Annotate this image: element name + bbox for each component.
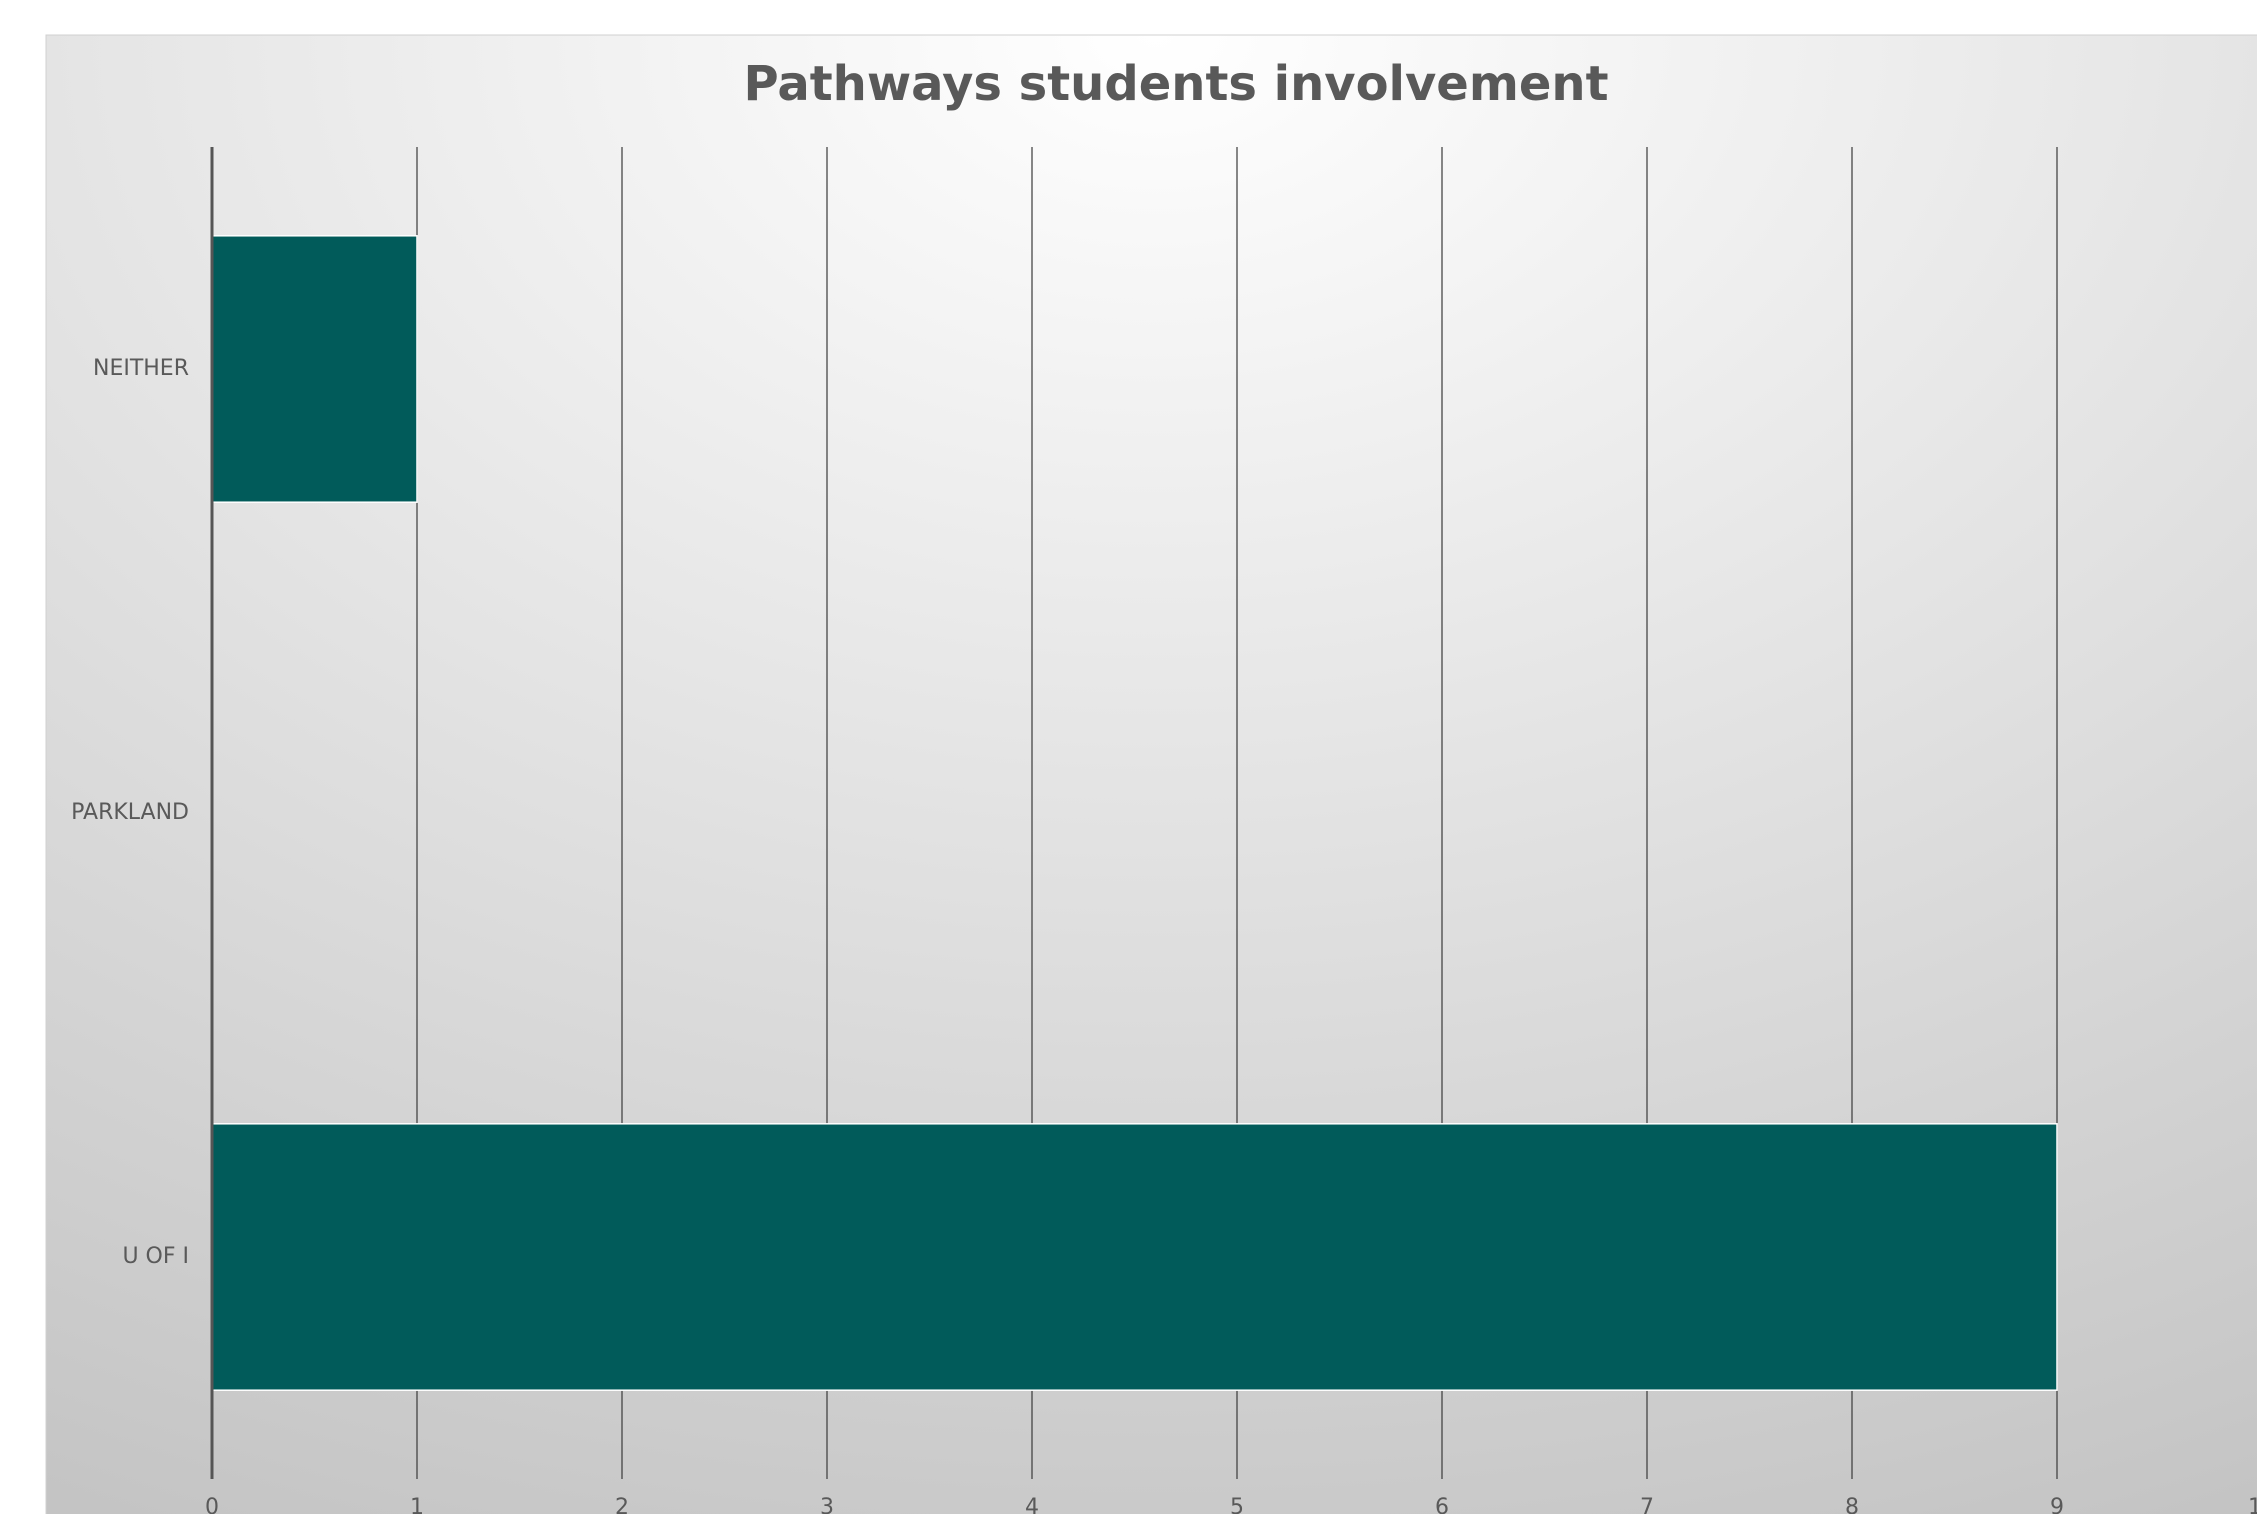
x-tick-label: 1 (410, 1495, 424, 1514)
x-tick-label: 5 (1230, 1495, 1244, 1514)
y-tick-label: PARKLAND (71, 800, 189, 825)
y-tick-label: U OF I (122, 1244, 189, 1269)
x-tick-label: 9 (2050, 1495, 2064, 1514)
x-tick-label: 10 (2248, 1495, 2257, 1514)
x-tick-label: 8 (1845, 1495, 1859, 1514)
y-tick-label: NEITHER (93, 356, 189, 381)
x-tick-label: 3 (820, 1495, 834, 1514)
chart-title: Pathways students involvement (743, 56, 1608, 112)
x-tick-label: 4 (1025, 1495, 1039, 1514)
x-tick-label: 0 (205, 1495, 219, 1514)
x-tick-label: 2 (615, 1495, 629, 1514)
x-tick-label: 6 (1435, 1495, 1449, 1514)
bar (211, 235, 418, 503)
bar (211, 1123, 2058, 1391)
x-tick-label: 7 (1640, 1495, 1654, 1514)
